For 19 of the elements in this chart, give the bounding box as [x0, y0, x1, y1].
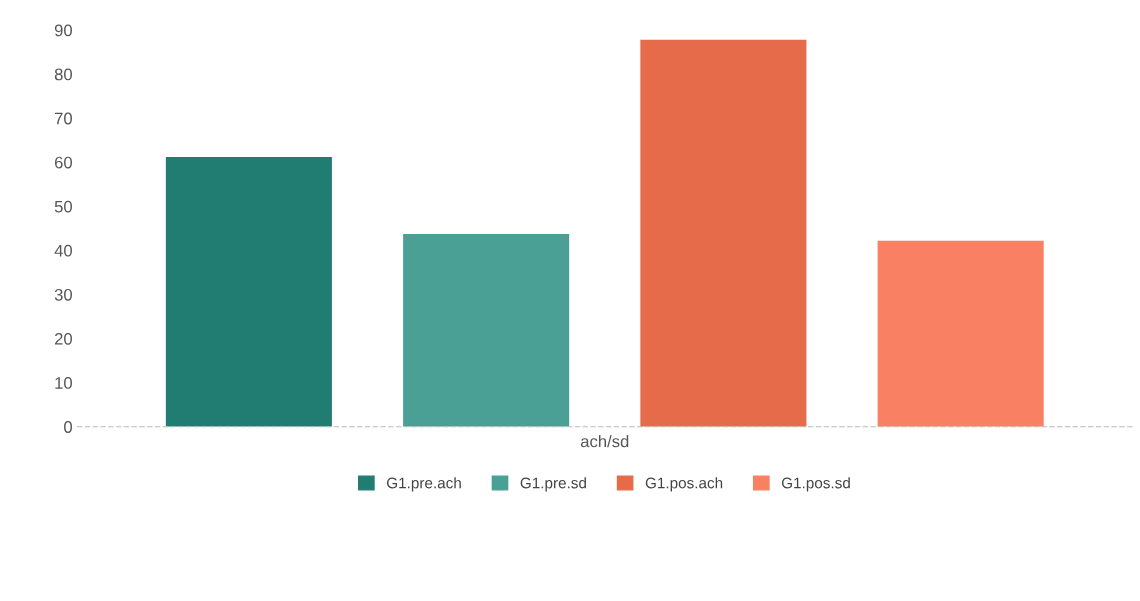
bar	[640, 39, 807, 427]
y-tick-label: 10	[55, 377, 73, 389]
bar	[165, 156, 332, 427]
y-tick-label: 20	[54, 332, 73, 345]
legend-label: G1.pre.ach	[386, 477, 461, 492]
y-tick-label: 30	[54, 288, 73, 301]
y-tick-label: 0	[64, 421, 73, 433]
y-tick-label: 60	[54, 156, 73, 169]
bar	[877, 240, 1044, 427]
x-tick-label: ach/sd	[580, 435, 629, 448]
legend-label: G1.pre.sd	[520, 477, 586, 492]
y-tick-label: 70	[54, 112, 73, 125]
y-tick-label: 50	[54, 200, 73, 213]
y-tick-label: 40	[54, 244, 73, 257]
bar	[403, 234, 570, 427]
legend-label: G1.pos.sd	[781, 477, 850, 492]
y-tick-label: 80	[54, 68, 73, 81]
y-tick-label: 90	[54, 24, 73, 37]
legend-label: G1.pos.ach	[645, 477, 723, 492]
